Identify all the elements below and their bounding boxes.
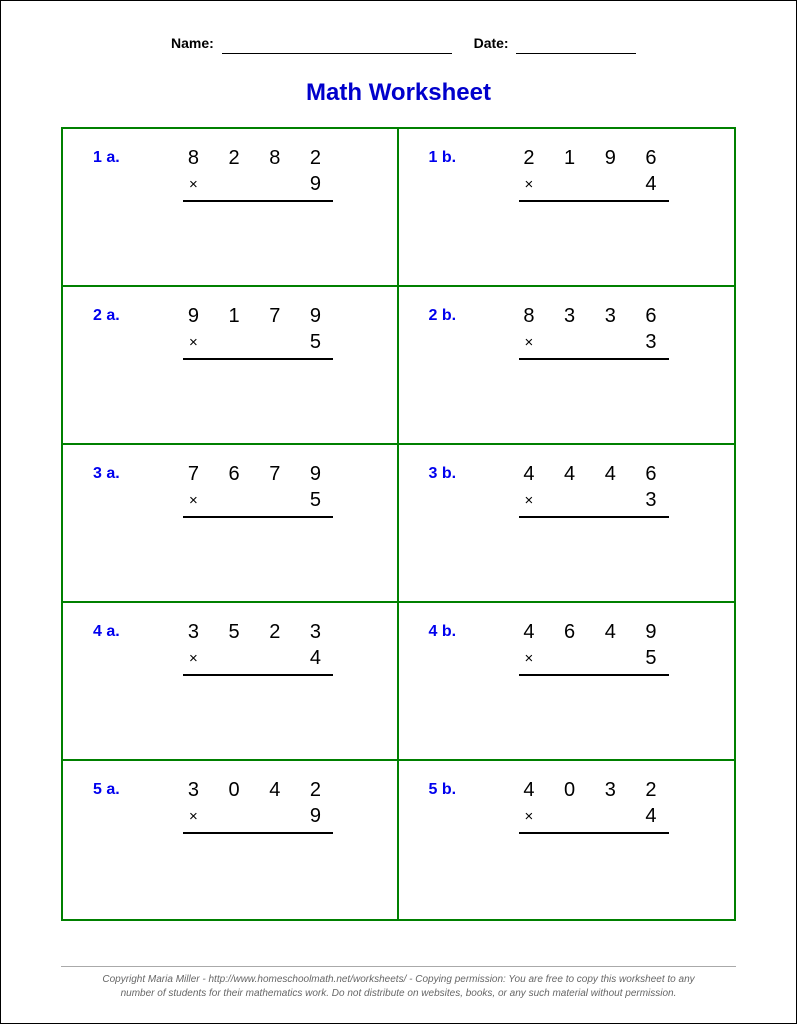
problem-label: 4 b. [429,623,457,641]
multiplicand: 8 2 8 2 [183,145,333,171]
problem-cell: 5 b. 4 0 3 2 × 4 [399,761,735,919]
multiplier: 3 [645,329,668,355]
multiplier: 4 [310,645,333,671]
multiplier-row: × 5 [183,487,333,518]
operator-icon: × [525,330,534,356]
problem-cell: 4 b. 4 6 4 9 × 5 [399,603,735,761]
multiplier: 5 [310,487,333,513]
operator-icon: × [189,330,198,356]
multiplication-problem: 4 4 4 6 × 3 [519,461,669,518]
operator-icon: × [525,646,534,672]
multiplier: 5 [645,645,668,671]
problem-label: 1 b. [429,149,457,167]
multiplicand: 3 0 4 2 [183,777,333,803]
multiplication-problem: 2 1 9 6 × 4 [519,145,669,202]
multiplier-row: × 5 [183,329,333,360]
problem-label: 2 b. [429,307,457,325]
operator-icon: × [525,488,534,514]
multiplier: 9 [310,171,333,197]
multiplicand: 4 0 3 2 [519,777,669,803]
name-label: Name: [171,35,214,51]
problem-cell: 5 a. 3 0 4 2 × 9 [63,761,399,919]
name-blank[interactable] [222,53,452,54]
problem-cell: 3 b. 4 4 4 6 × 3 [399,445,735,603]
header-line: Name: Date: [61,35,736,51]
problem-cell: 3 a. 7 6 7 9 × 5 [63,445,399,603]
problem-cell: 2 a. 9 1 7 9 × 5 [63,287,399,445]
operator-icon: × [189,646,198,672]
multiplier: 9 [310,803,333,829]
operator-icon: × [525,804,534,830]
multiplier-row: × 4 [519,803,669,834]
multiplicand: 4 6 4 9 [519,619,669,645]
problem-cell: 2 b. 8 3 3 6 × 3 [399,287,735,445]
copyright-footer: Copyright Maria Miller - http://www.home… [61,966,736,1001]
multiplicand: 4 4 4 6 [519,461,669,487]
multiplication-problem: 7 6 7 9 × 5 [183,461,333,518]
multiplier-row: × 9 [183,171,333,202]
multiplicand: 8 3 3 6 [519,303,669,329]
multiplication-problem: 4 6 4 9 × 5 [519,619,669,676]
multiplier-row: × 4 [183,645,333,676]
worksheet-title: Math Worksheet [61,79,736,107]
operator-icon: × [189,172,198,198]
problem-label: 4 a. [93,623,120,641]
multiplication-problem: 9 1 7 9 × 5 [183,303,333,360]
multiplier: 3 [645,487,668,513]
problem-cell: 1 b. 2 1 9 6 × 4 [399,129,735,287]
multiplier: 4 [645,171,668,197]
problem-label: 5 b. [429,781,457,799]
problem-label: 1 a. [93,149,120,167]
problem-cell: 4 a. 3 5 2 3 × 4 [63,603,399,761]
multiplier-row: × 3 [519,487,669,518]
multiplication-problem: 3 5 2 3 × 4 [183,619,333,676]
multiplication-problem: 8 3 3 6 × 3 [519,303,669,360]
problem-label: 5 a. [93,781,120,799]
date-blank[interactable] [516,53,636,54]
footer-line-2: number of students for their mathematics… [61,987,736,1001]
date-label: Date: [474,35,509,51]
operator-icon: × [525,172,534,198]
multiplicand: 3 5 2 3 [183,619,333,645]
problem-label: 2 a. [93,307,120,325]
multiplication-problem: 3 0 4 2 × 9 [183,777,333,834]
multiplier-row: × 4 [519,171,669,202]
worksheet-page: Name: Date: Math Worksheet 1 a. 8 2 8 2 … [1,1,796,941]
multiplier-row: × 3 [519,329,669,360]
multiplicand: 7 6 7 9 [183,461,333,487]
problem-label: 3 b. [429,465,457,483]
operator-icon: × [189,804,198,830]
multiplicand: 2 1 9 6 [519,145,669,171]
multiplier: 4 [645,803,668,829]
problem-cell: 1 a. 8 2 8 2 × 9 [63,129,399,287]
multiplier-row: × 9 [183,803,333,834]
operator-icon: × [189,488,198,514]
multiplicand: 9 1 7 9 [183,303,333,329]
problem-grid: 1 a. 8 2 8 2 × 9 1 b. 2 1 9 6 × 4 2 a. [61,127,736,921]
footer-line-1: Copyright Maria Miller - http://www.home… [61,973,736,987]
problem-label: 3 a. [93,465,120,483]
multiplication-problem: 8 2 8 2 × 9 [183,145,333,202]
multiplication-problem: 4 0 3 2 × 4 [519,777,669,834]
multiplier: 5 [310,329,333,355]
multiplier-row: × 5 [519,645,669,676]
